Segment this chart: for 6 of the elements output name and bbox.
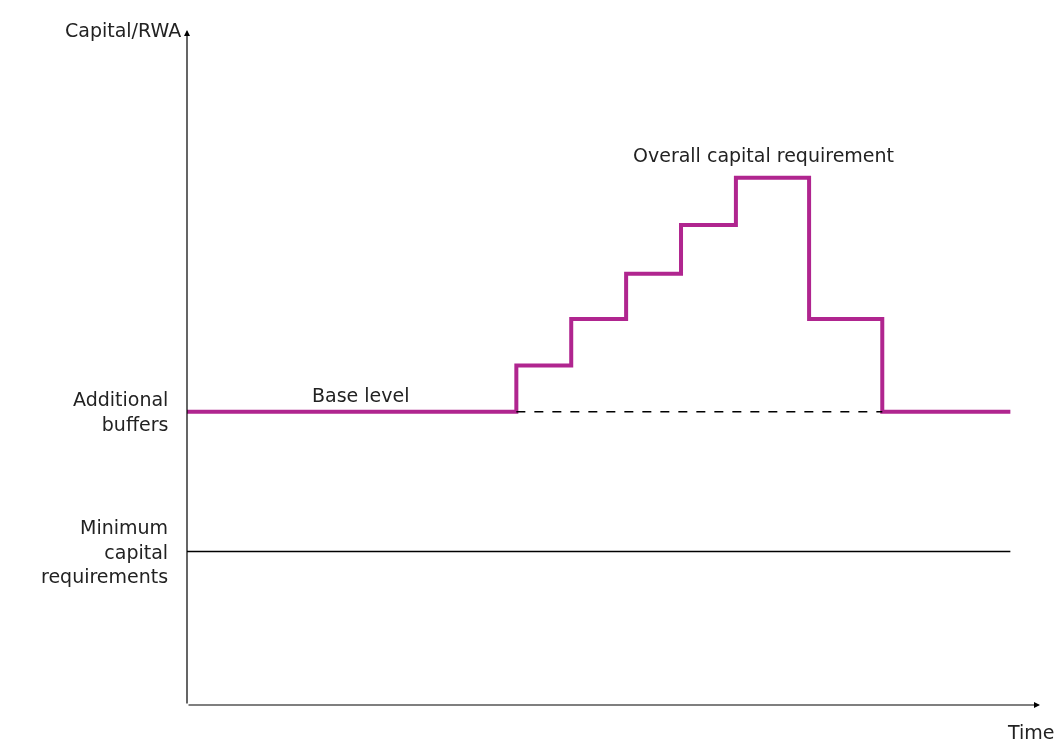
x-axis-title: Time [1007,721,1055,743]
text: Additional buffers [73,388,169,435]
text: Overall capital requirement [633,144,895,166]
annotation: Base level [312,384,410,406]
ref-line-label: Minimum capital requirements [41,516,169,588]
text: Capital/RWA [65,19,182,41]
